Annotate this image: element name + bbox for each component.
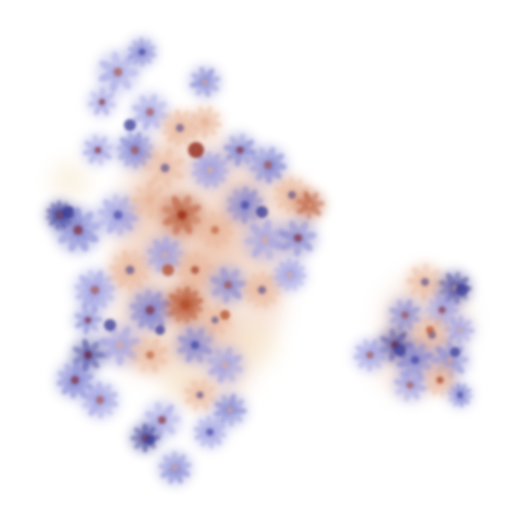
large-flower-cluster	[43, 35, 327, 487]
flower	[293, 188, 327, 222]
flower	[207, 264, 249, 306]
small-flower-cluster	[351, 261, 477, 409]
dark-accent	[155, 325, 165, 335]
flower	[80, 132, 116, 168]
flower	[277, 217, 319, 259]
dark-accent	[220, 310, 230, 320]
flower	[224, 184, 266, 226]
dark-accent	[104, 319, 116, 331]
flower	[194, 209, 236, 251]
flower	[72, 267, 118, 313]
flower	[128, 421, 162, 455]
dark-accent	[426, 326, 434, 334]
flower	[242, 217, 288, 263]
dark-accent	[62, 206, 74, 218]
flower	[186, 103, 224, 141]
flower	[443, 313, 477, 347]
dark-accent	[145, 435, 155, 445]
flower	[174, 324, 216, 366]
dark-accent	[456, 284, 468, 296]
flower	[181, 376, 219, 414]
dark-accent	[394, 344, 406, 356]
flower	[107, 247, 153, 293]
flower	[156, 449, 194, 487]
flower	[386, 296, 424, 334]
flower	[114, 129, 156, 171]
flower	[446, 381, 474, 409]
flower	[164, 284, 206, 326]
flower	[125, 35, 159, 69]
dark-accent	[188, 142, 204, 158]
flower	[71, 303, 105, 337]
flower	[391, 366, 429, 404]
flower	[142, 145, 188, 191]
flower	[421, 361, 459, 399]
dark-accent	[256, 206, 268, 218]
flower	[204, 344, 246, 386]
flower	[85, 85, 119, 119]
dark-accent	[162, 264, 174, 276]
flower	[351, 336, 389, 374]
flower	[189, 149, 231, 191]
cream-glow	[52, 162, 88, 198]
dark-accent	[450, 347, 460, 357]
flower	[129, 334, 171, 376]
flower	[127, 287, 173, 333]
flower	[247, 144, 289, 186]
flower	[404, 261, 446, 303]
flower	[129, 179, 171, 221]
flower	[271, 256, 309, 294]
flower	[191, 413, 229, 451]
dark-accent	[124, 119, 136, 131]
flower	[174, 249, 216, 291]
flower	[95, 192, 141, 238]
flower	[187, 64, 223, 100]
cream-glow	[233, 323, 277, 367]
flower	[79, 379, 121, 421]
